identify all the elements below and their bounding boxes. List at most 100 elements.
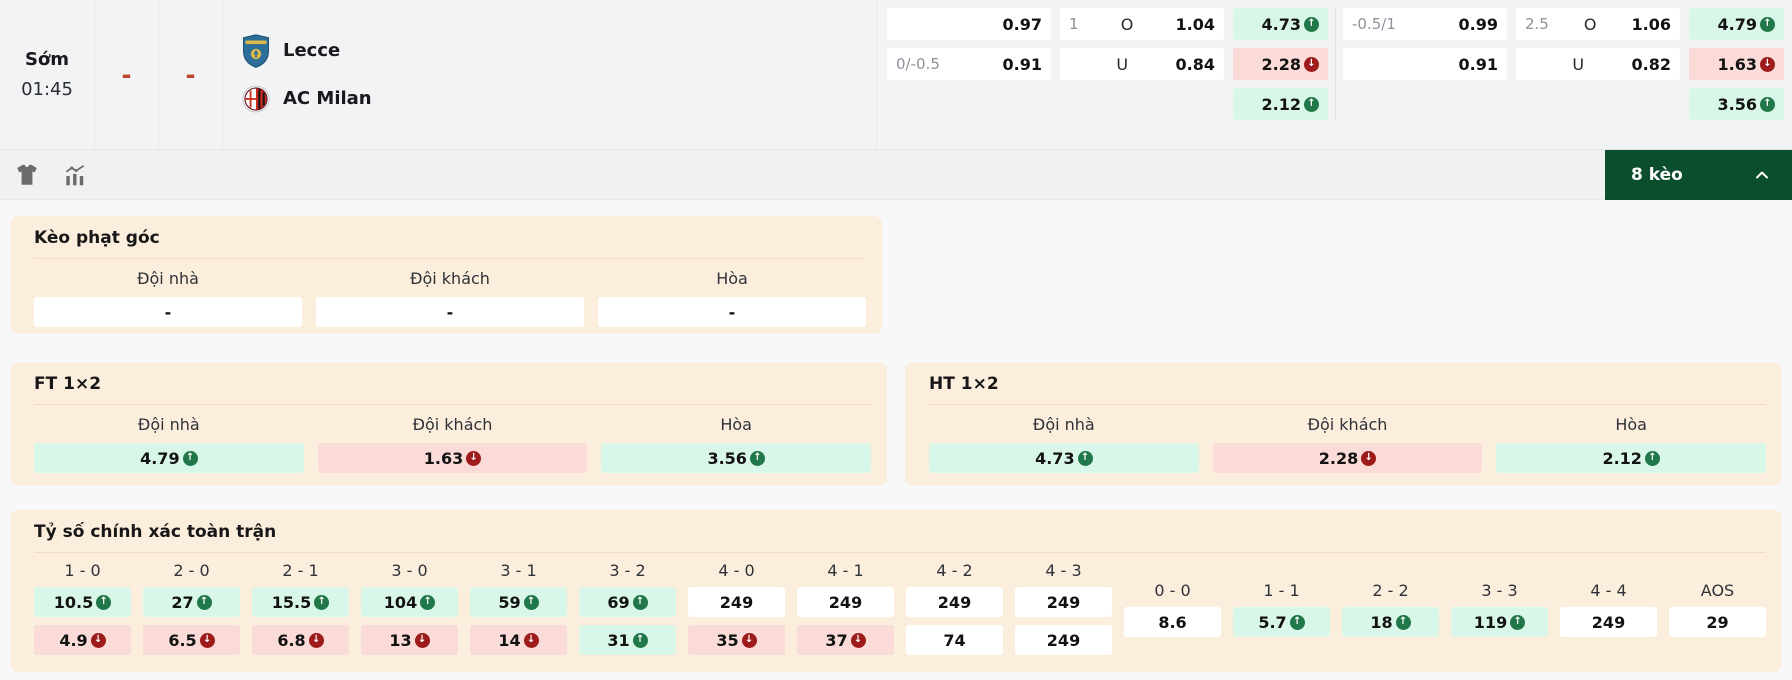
- score-odds-cell[interactable]: 8.6: [1124, 607, 1221, 637]
- score-odds-cell[interactable]: 35: [688, 625, 785, 655]
- score-odds-cell[interactable]: 13: [361, 625, 458, 655]
- away-win-odds-cell[interactable]: 1.63: [1689, 48, 1784, 80]
- trend-arrow-icon: [414, 632, 430, 648]
- odds-value: 1.06: [1631, 14, 1671, 34]
- score-odds-cell[interactable]: 18: [1342, 607, 1439, 637]
- corner-away-odds-cell[interactable]: -: [316, 297, 584, 327]
- score-odds-cell[interactable]: 249: [688, 587, 785, 617]
- odds-value: 2.28: [1261, 54, 1301, 74]
- score-label: 3 - 3: [1481, 581, 1518, 600]
- score-odds-cell[interactable]: 104: [361, 587, 458, 617]
- stats-icon[interactable]: [58, 158, 92, 192]
- under-label: U: [1116, 54, 1129, 74]
- away-column: Đội khách 1.63: [317, 415, 588, 473]
- score-label: 1 - 1: [1263, 581, 1300, 600]
- odds-value: 4.79: [1717, 14, 1757, 34]
- odds-value: 14: [498, 630, 521, 650]
- ft-home-odds-cell[interactable]: 4.79: [34, 443, 304, 473]
- under-odds-cell[interactable]: U 0.84: [1060, 48, 1224, 80]
- score-odds-cell[interactable]: 29: [1669, 607, 1766, 637]
- handicap-odds-cell[interactable]: -0.5/1 0.99: [1343, 8, 1507, 40]
- column-header-draw: Hòa: [1615, 415, 1647, 434]
- trend-arrow-icon: [1304, 96, 1319, 112]
- handicap-odds-cell[interactable]: 0/-0.5 0.91: [887, 48, 1051, 80]
- odds-value: -: [446, 302, 454, 322]
- score-odds-cell[interactable]: 4.9: [34, 625, 131, 655]
- ht-draw-odds-cell[interactable]: 2.12: [1496, 443, 1767, 473]
- trend-arrow-icon: [466, 450, 482, 466]
- trend-arrow-icon: [1361, 450, 1377, 466]
- handicap-line: 0/-0.5: [896, 55, 940, 73]
- trend-arrow-icon: [1644, 450, 1660, 466]
- odds-value: 8.6: [1158, 612, 1187, 632]
- score-odds-cell[interactable]: 59: [470, 587, 567, 617]
- score-odds-cell[interactable]: 31: [579, 625, 676, 655]
- ht-away-odds-cell[interactable]: 2.28: [1212, 443, 1483, 473]
- score-odds-cell[interactable]: 249: [906, 587, 1003, 617]
- away-team-row[interactable]: AC Milan: [242, 82, 876, 116]
- column-header-away: Đội khách: [410, 269, 490, 288]
- score-odds-cell[interactable]: 249: [1015, 625, 1112, 655]
- home-column: Đội nhà -: [34, 269, 302, 327]
- jersey-icon[interactable]: [10, 158, 44, 192]
- odds-value: 249: [719, 592, 754, 612]
- score-odds-cell[interactable]: 119: [1451, 607, 1548, 637]
- score-odds-cell[interactable]: 249: [1015, 587, 1112, 617]
- corner-odds-panel: Kèo phạt góc Đội nhà - Đội khách - Hòa: [10, 216, 882, 334]
- odds-value: 2.28: [1318, 448, 1359, 468]
- score-odds-cell[interactable]: 69: [579, 587, 676, 617]
- trend-arrow-icon: [1304, 56, 1319, 72]
- score-label: AOS: [1700, 581, 1735, 600]
- column-header-draw: Hòa: [716, 269, 748, 288]
- draw-odds-cell[interactable]: 2.12: [1233, 88, 1328, 120]
- score-odds-cell[interactable]: 27: [143, 587, 240, 617]
- draw-score-column: 4 - 4 249: [1560, 561, 1657, 655]
- score-odds-cell[interactable]: 15.5: [252, 587, 349, 617]
- score-odds-cell[interactable]: 5.7: [1233, 607, 1330, 637]
- score-odds-cell[interactable]: 6.8: [252, 625, 349, 655]
- odds-value: 4.9: [59, 630, 88, 650]
- odds-value: 249: [937, 592, 972, 612]
- trend-arrow-icon: [1760, 56, 1775, 72]
- odds-value: 10.5: [53, 592, 94, 612]
- column-header-home: Đội nhà: [137, 269, 199, 288]
- score-column: 4 - 1 249 37: [797, 561, 894, 655]
- lecce-crest-icon: [242, 33, 270, 68]
- score-odds-cell[interactable]: 74: [906, 625, 1003, 655]
- corner-draw-odds-cell[interactable]: -: [598, 297, 866, 327]
- trend-arrow-icon: [420, 594, 436, 610]
- score-odds-cell[interactable]: 37: [797, 625, 894, 655]
- score-odds-cell[interactable]: 249: [1560, 607, 1657, 637]
- draw-odds-cell[interactable]: 3.56: [1689, 88, 1784, 120]
- score-label: 4 - 3: [1045, 561, 1082, 580]
- score-odds-cell[interactable]: 6.5: [143, 625, 240, 655]
- handicap-odds-cell[interactable]: 0.97: [887, 8, 1051, 40]
- bet-count-button[interactable]: 8 kèo: [1605, 150, 1792, 200]
- home-win-odds-cell[interactable]: 4.73: [1233, 8, 1328, 40]
- odds-value: 37: [825, 630, 848, 650]
- match-time: 01:45: [21, 79, 73, 100]
- score-odds-cell[interactable]: 10.5: [34, 587, 131, 617]
- under-odds-cell[interactable]: U 0.82: [1516, 48, 1680, 80]
- score-odds-cell[interactable]: 14: [470, 625, 567, 655]
- ft-draw-odds-cell[interactable]: 3.56: [601, 443, 872, 473]
- score-label: 4 - 1: [827, 561, 864, 580]
- trend-arrow-icon: [850, 632, 866, 648]
- home-win-odds-cell[interactable]: 4.79: [1689, 8, 1784, 40]
- ft-away-odds-cell[interactable]: 1.63: [317, 443, 588, 473]
- away-win-odds-cell[interactable]: 2.28: [1233, 48, 1328, 80]
- total-line: 2.5: [1525, 15, 1549, 33]
- match-status: Sớm: [24, 49, 70, 70]
- score-odds-cell[interactable]: 249: [797, 587, 894, 617]
- trend-arrow-icon: [90, 632, 106, 648]
- over-odds-cell[interactable]: 2.5 O 1.06: [1516, 8, 1680, 40]
- home-team-row[interactable]: Lecce: [242, 33, 876, 68]
- over-odds-cell[interactable]: 1 O 1.04: [1060, 8, 1224, 40]
- trend-arrow-icon: [1395, 614, 1411, 630]
- corner-home-odds-cell[interactable]: -: [34, 297, 302, 327]
- odds-value: 0.82: [1631, 54, 1671, 74]
- handicap-odds-cell[interactable]: 0.91: [1343, 48, 1507, 80]
- ht-home-odds-cell[interactable]: 4.73: [929, 443, 1199, 473]
- odds-value: 0.99: [1458, 14, 1498, 34]
- odds-value: -: [728, 302, 736, 322]
